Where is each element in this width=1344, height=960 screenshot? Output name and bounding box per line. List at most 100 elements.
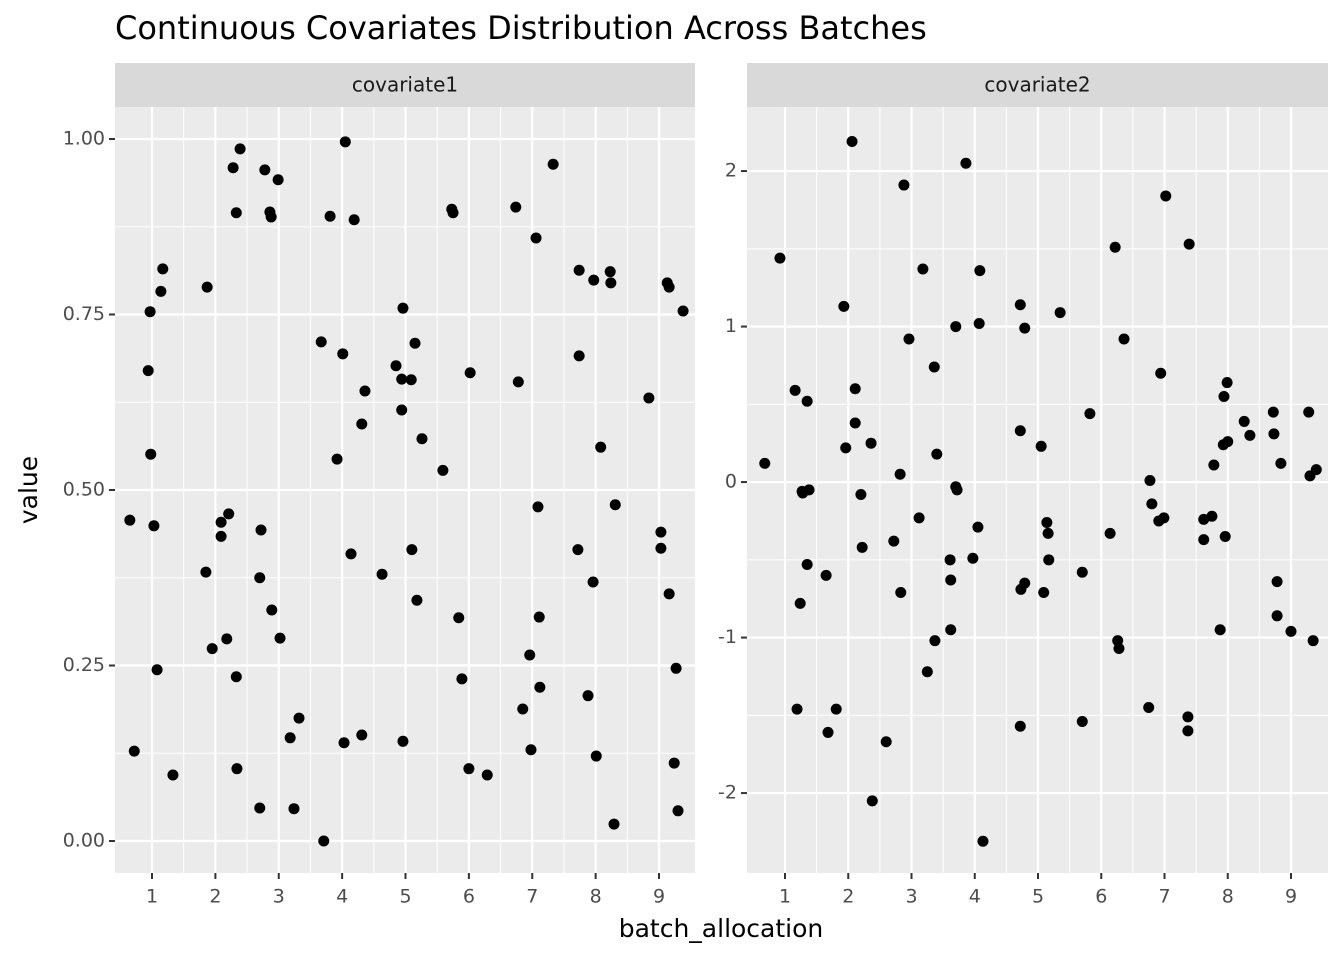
y-tick-label: 0.00 bbox=[63, 829, 105, 851]
point bbox=[463, 763, 475, 775]
point bbox=[1218, 391, 1230, 403]
point bbox=[1144, 475, 1156, 487]
y-tick-label: 2 bbox=[725, 160, 737, 182]
point bbox=[124, 514, 136, 526]
x-tick-label: 8 bbox=[590, 886, 602, 908]
point bbox=[1143, 702, 1155, 714]
point bbox=[830, 703, 842, 715]
point bbox=[1206, 510, 1218, 522]
point bbox=[1198, 534, 1210, 546]
point bbox=[331, 453, 343, 465]
point bbox=[315, 336, 327, 348]
point bbox=[512, 376, 524, 388]
x-tick-label: 3 bbox=[905, 886, 917, 908]
point bbox=[1182, 725, 1194, 737]
point bbox=[944, 554, 956, 566]
point bbox=[855, 489, 867, 501]
point bbox=[517, 703, 529, 715]
point bbox=[345, 548, 357, 560]
point bbox=[1182, 711, 1194, 723]
point bbox=[945, 574, 957, 586]
point bbox=[605, 277, 617, 289]
point bbox=[1307, 635, 1319, 647]
point bbox=[288, 803, 300, 815]
point bbox=[223, 508, 235, 520]
point bbox=[157, 263, 169, 275]
point bbox=[200, 566, 212, 578]
point bbox=[898, 179, 910, 191]
point bbox=[405, 374, 417, 386]
x-tick-label: 9 bbox=[653, 886, 665, 908]
point bbox=[572, 544, 584, 556]
point bbox=[967, 552, 979, 564]
point bbox=[274, 632, 286, 644]
point bbox=[931, 448, 943, 460]
point bbox=[148, 520, 160, 532]
point bbox=[1146, 498, 1158, 510]
point bbox=[284, 732, 296, 744]
point bbox=[231, 763, 243, 775]
point bbox=[1019, 577, 1031, 589]
y-tick-label: 0.25 bbox=[63, 654, 105, 676]
point bbox=[928, 361, 940, 373]
point bbox=[145, 448, 157, 460]
point bbox=[846, 136, 858, 148]
point bbox=[1275, 457, 1287, 469]
point bbox=[1222, 436, 1234, 448]
point bbox=[880, 736, 892, 748]
x-tick-label: 8 bbox=[1222, 886, 1234, 908]
point bbox=[1054, 307, 1066, 319]
facet-label: covariate2 bbox=[984, 73, 1090, 97]
point bbox=[447, 207, 459, 219]
y-axis-title: value bbox=[14, 456, 43, 524]
y-tick-label: 0.75 bbox=[63, 303, 105, 325]
point bbox=[1160, 190, 1172, 202]
point bbox=[1035, 440, 1047, 452]
x-tick-label: 7 bbox=[1158, 886, 1170, 908]
point bbox=[977, 835, 989, 847]
point bbox=[318, 835, 330, 847]
point bbox=[895, 586, 907, 598]
point bbox=[913, 512, 925, 524]
point bbox=[1219, 530, 1231, 542]
point bbox=[655, 542, 667, 554]
x-tick-label: 1 bbox=[779, 886, 791, 908]
point bbox=[230, 671, 242, 683]
point bbox=[573, 350, 585, 362]
point bbox=[888, 535, 900, 547]
point bbox=[866, 795, 878, 807]
strip bbox=[747, 63, 1328, 107]
point bbox=[510, 201, 522, 213]
point bbox=[1208, 459, 1220, 471]
point bbox=[396, 373, 408, 385]
point bbox=[155, 285, 167, 297]
point bbox=[801, 395, 813, 407]
point bbox=[921, 666, 933, 678]
point bbox=[266, 604, 278, 616]
point bbox=[547, 158, 559, 170]
point bbox=[820, 569, 832, 581]
point bbox=[1019, 322, 1031, 334]
point bbox=[951, 484, 963, 496]
y-tick-label: 0.50 bbox=[63, 479, 105, 501]
point bbox=[803, 484, 815, 496]
point bbox=[456, 673, 468, 685]
point bbox=[206, 643, 218, 655]
point bbox=[917, 263, 929, 275]
point bbox=[234, 143, 246, 155]
point bbox=[1271, 610, 1283, 622]
point bbox=[338, 737, 350, 749]
point bbox=[1113, 642, 1125, 654]
point bbox=[582, 690, 594, 702]
x-tick-label: 1 bbox=[146, 886, 158, 908]
point bbox=[1238, 415, 1250, 427]
point bbox=[1043, 554, 1055, 566]
point bbox=[1214, 624, 1226, 636]
point bbox=[1158, 512, 1170, 524]
point bbox=[672, 805, 684, 817]
point bbox=[1303, 406, 1315, 418]
x-tick-label: 6 bbox=[1095, 886, 1107, 908]
point bbox=[974, 265, 986, 277]
x-tick-label: 2 bbox=[842, 886, 854, 908]
point bbox=[677, 305, 689, 317]
